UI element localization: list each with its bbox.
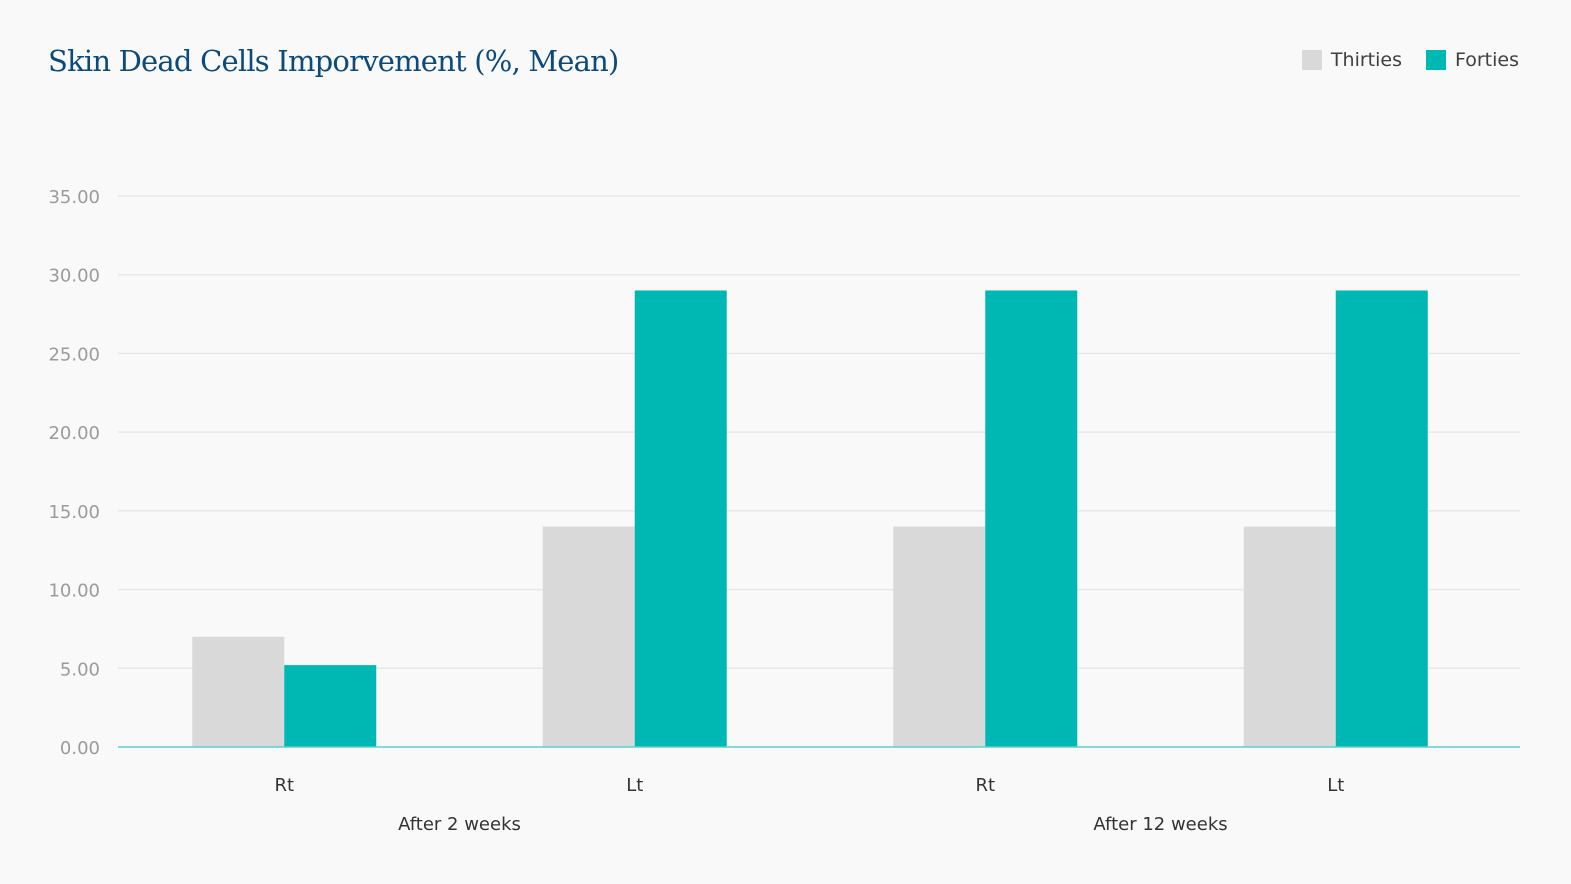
y-tick-label: 25.00 bbox=[48, 344, 100, 365]
bar-thirties-0 bbox=[192, 636, 285, 747]
x-axis-labels: Rt Lt Rt Lt After 2 weeks After 12 weeks bbox=[274, 775, 1344, 835]
legend-label-thirties: Thirties bbox=[1330, 49, 1402, 71]
legend: Thirties Forties bbox=[1278, 49, 1519, 71]
legend-swatch-forties bbox=[1425, 50, 1446, 70]
bar-thirties-3 bbox=[1243, 526, 1336, 747]
y-tick-label: 30.00 bbox=[48, 266, 100, 287]
x-category-label: Rt bbox=[274, 775, 294, 796]
y-tick-label: 20.00 bbox=[48, 423, 100, 444]
x-category-label: Lt bbox=[1327, 775, 1344, 796]
legend-swatch-thirties bbox=[1301, 50, 1322, 70]
bar-forties-2 bbox=[985, 290, 1078, 747]
x-group-label: After 2 weeks bbox=[398, 814, 521, 835]
chart-title: Skin Dead Cells Imporvement (%, Mean) bbox=[48, 44, 619, 78]
y-tick-label: 15.00 bbox=[48, 502, 100, 523]
y-tick-label: 35.00 bbox=[48, 187, 100, 208]
y-axis-ticks: 0.00 5.00 10.00 15.00 20.00 25.00 30.00 35.00 bbox=[48, 187, 100, 759]
y-tick-label: 10.00 bbox=[48, 581, 100, 602]
y-tick-label: 0.00 bbox=[60, 738, 100, 759]
x-category-label: Rt bbox=[975, 775, 995, 796]
bars bbox=[192, 290, 1428, 747]
bar-forties-0 bbox=[284, 665, 377, 747]
legend-item-thirties: Thirties bbox=[1301, 49, 1402, 71]
x-group-label: After 12 weeks bbox=[1093, 814, 1227, 835]
y-tick-label: 5.00 bbox=[60, 659, 100, 680]
bar-forties-1 bbox=[634, 290, 727, 747]
bar-thirties-1 bbox=[542, 526, 635, 747]
bar-thirties-2 bbox=[893, 526, 986, 747]
bar-forties-3 bbox=[1335, 290, 1428, 747]
x-category-label: Lt bbox=[626, 775, 643, 796]
legend-label-forties: Forties bbox=[1454, 49, 1519, 71]
legend-item-forties: Forties bbox=[1425, 49, 1519, 71]
